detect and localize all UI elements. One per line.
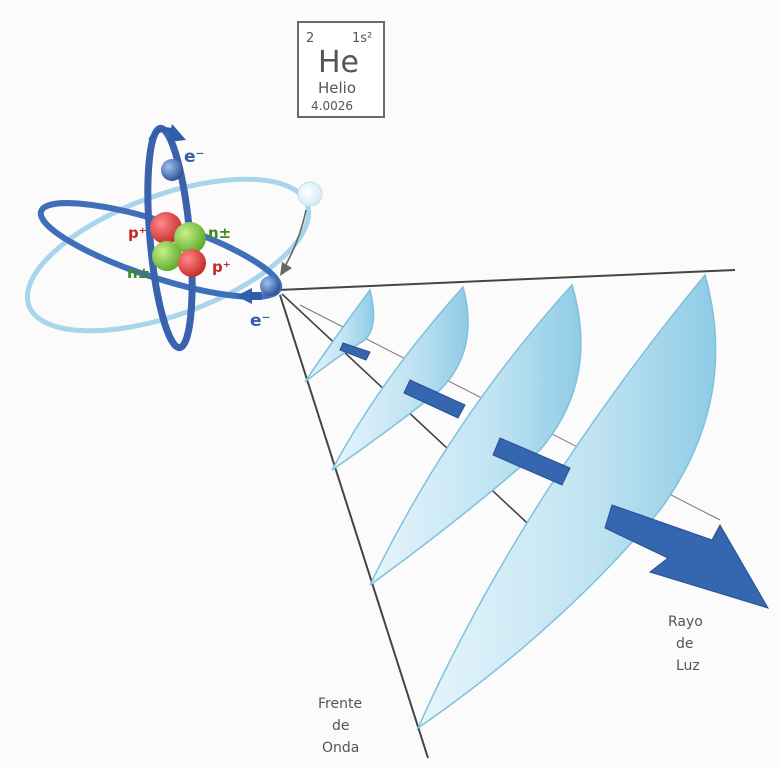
atom <box>24 124 323 352</box>
element-tile-border <box>297 21 385 118</box>
wavefront-label-line-1: Frente <box>318 696 362 712</box>
nucleus <box>150 212 206 277</box>
wavefronts <box>304 273 717 731</box>
light-ray-label-line-1: Rayo <box>668 614 703 630</box>
light-ray-label-line-3: Luz <box>676 658 700 674</box>
spin-arrowhead-icon <box>168 124 186 142</box>
electron-motion-arrow-icon <box>236 288 262 304</box>
proton-2 <box>178 249 206 277</box>
light-ray-label-line-2: de <box>676 636 694 652</box>
electron-ghost-position <box>297 181 323 207</box>
wavefront-4 <box>416 273 717 731</box>
electron-top-label: e⁻ <box>184 147 205 167</box>
wavefront-2 <box>331 285 469 471</box>
ray-arrowhead <box>604 504 770 609</box>
proton-right-label: p⁺ <box>212 258 231 276</box>
ray-segment-1 <box>339 342 371 361</box>
ray-guide-line <box>281 293 541 536</box>
wavefront-annotation: Frente de Onda <box>318 696 362 756</box>
transition-arrowhead-icon <box>280 262 292 276</box>
element-tile: 2 1s² He Helio 4.0026 <box>297 21 385 118</box>
ray-segment-2 <box>403 379 466 419</box>
neutron-left-label: n± <box>127 264 150 282</box>
electron-configuration: 1s² <box>352 31 372 46</box>
atomic-mass: 4.0026 <box>311 99 353 113</box>
wavefront-3 <box>369 283 582 586</box>
neutron-1 <box>174 222 206 254</box>
neutron-right-label: n± <box>208 224 231 242</box>
wavefront-label-line-3: Onda <box>322 740 359 756</box>
transition-arrow-icon <box>283 209 307 269</box>
wavefront-label-line-2: de <box>332 718 350 734</box>
light-ray <box>339 342 770 609</box>
neutron-2 <box>152 241 182 271</box>
wavefront-guide-line <box>279 294 429 759</box>
element-symbol: He <box>318 45 359 80</box>
wavefront-1 <box>304 288 375 383</box>
proton-left-label: p⁺ <box>128 224 147 242</box>
atomic-number: 2 <box>306 31 314 46</box>
ray-segment-3 <box>492 437 571 486</box>
proton-1 <box>150 212 182 244</box>
element-name: Helio <box>318 79 356 97</box>
electron-bound <box>161 159 183 181</box>
light-ray-annotation: Rayo de Luz <box>668 614 703 674</box>
atom-labels: e⁻ e⁻ p⁺ p⁺ n± n± <box>127 147 271 331</box>
electron-emitting <box>260 276 280 296</box>
upper-guide-line <box>277 269 736 291</box>
electron-emitted-label: e⁻ <box>250 311 271 331</box>
